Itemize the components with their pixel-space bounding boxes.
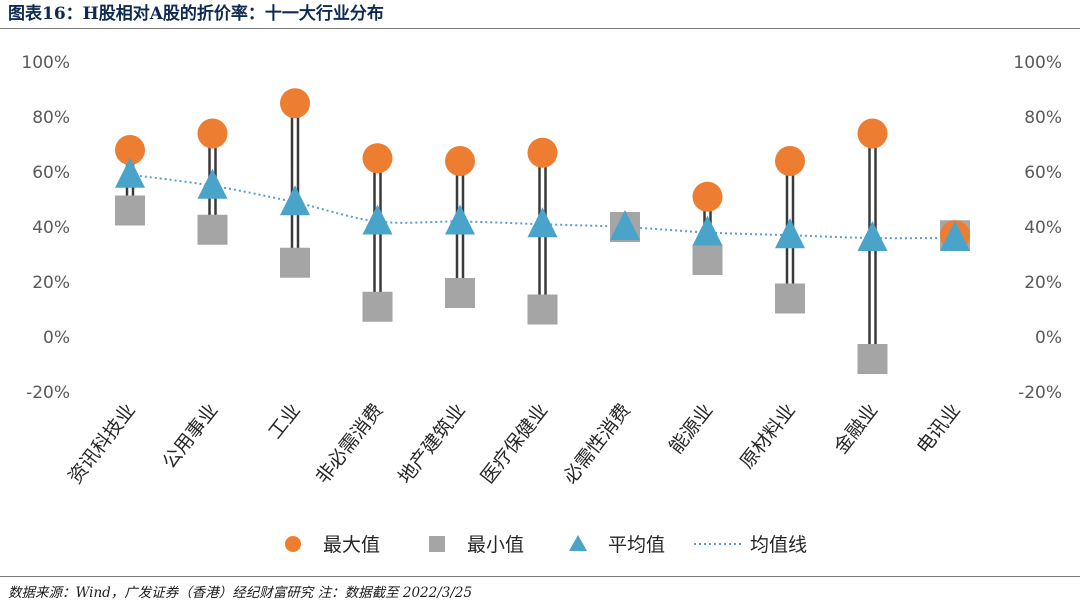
min-marker: [197, 214, 228, 245]
min-marker: [857, 344, 888, 374]
max-marker: [775, 146, 805, 176]
y2-tick-label: 20%: [1024, 273, 1062, 293]
min-marker: [445, 278, 475, 308]
max-marker: [280, 88, 310, 119]
avg-marker: [280, 185, 310, 216]
legend-square-icon: [429, 536, 445, 552]
legend-item: 最大值: [285, 534, 380, 556]
max-marker: [445, 146, 475, 176]
y2-tick-label: 0%: [1035, 328, 1062, 348]
category-label: 非必需消费: [312, 400, 388, 488]
category-label: 原材料业: [736, 400, 800, 473]
legend-label: 均值线: [750, 534, 807, 556]
y-tick-label: -20%: [26, 383, 70, 403]
y-tick-label: 20%: [32, 273, 70, 293]
y2-tick-label: -20%: [1018, 383, 1062, 403]
avg-marker: [115, 157, 145, 188]
y-tick-label: 40%: [32, 218, 70, 238]
avg-marker: [610, 210, 640, 240]
category-label: 能源业: [665, 400, 717, 458]
source-divider: [0, 576, 1080, 577]
category-label: 电讯业: [913, 400, 965, 458]
legend-item: 均值线: [694, 534, 807, 556]
legend-item: 最小值: [429, 534, 524, 556]
title-divider: [0, 28, 1080, 29]
max-marker: [527, 137, 558, 168]
legend-circle-icon: [285, 536, 301, 552]
avg-marker: [445, 204, 475, 235]
y-tick-label: 100%: [21, 53, 70, 73]
avg-marker: [857, 221, 888, 251]
y2-tick-label: 40%: [1024, 218, 1062, 238]
min-marker: [692, 245, 723, 275]
legend-item: 平均值: [569, 534, 665, 556]
category-label: 金融业: [830, 400, 882, 458]
y2-tick-label: 60%: [1024, 163, 1062, 183]
legend-triangle-icon: [569, 535, 587, 551]
legend-label: 最小值: [467, 534, 524, 556]
avg-marker: [527, 207, 558, 238]
discount-chart: -20% -20% 0% 0% 20% 20% 40% 40% 60% 60% 80% 80% 100%…: [21, 53, 1062, 556]
min-marker: [115, 195, 145, 226]
chart-title: 图表16：H股相对A股的折价率：十一大行业分布: [8, 4, 384, 24]
avg-marker: [362, 204, 393, 235]
category-label: 地产建筑业: [394, 400, 470, 488]
avg-marker: [692, 215, 723, 246]
legend-label: 平均值: [608, 534, 665, 556]
y2-tick-label: 80%: [1024, 108, 1062, 128]
avg-marker: [940, 221, 970, 251]
category-label: 公用事业: [158, 400, 222, 473]
avg-marker: [775, 218, 805, 249]
category-label: 资讯科技业: [64, 400, 140, 488]
min-marker: [775, 283, 805, 314]
max-marker: [857, 118, 888, 149]
y-tick-label: 80%: [32, 108, 70, 128]
max-marker: [197, 118, 228, 149]
max-marker: [115, 135, 145, 165]
max-marker: [362, 143, 393, 174]
legend-label: 最大值: [323, 534, 380, 556]
min-marker: [280, 247, 310, 278]
min-marker: [362, 291, 393, 322]
y-tick-label: 60%: [32, 163, 70, 183]
category-label: 医疗保健业: [477, 400, 553, 488]
min-marker: [527, 294, 558, 325]
range-bar: [290, 103, 300, 263]
y2-tick-label: 100%: [1013, 53, 1062, 73]
source-note: 数据来源：Wind，广发证券（香港）经纪财富研究 注：数据截至 2022/3/2…: [8, 585, 473, 601]
max-marker: [692, 181, 723, 212]
category-label: 必需性消费: [559, 400, 635, 488]
category-label: 工业: [264, 400, 305, 444]
y-tick-label: 0%: [43, 328, 70, 348]
avg-marker: [197, 168, 228, 199]
